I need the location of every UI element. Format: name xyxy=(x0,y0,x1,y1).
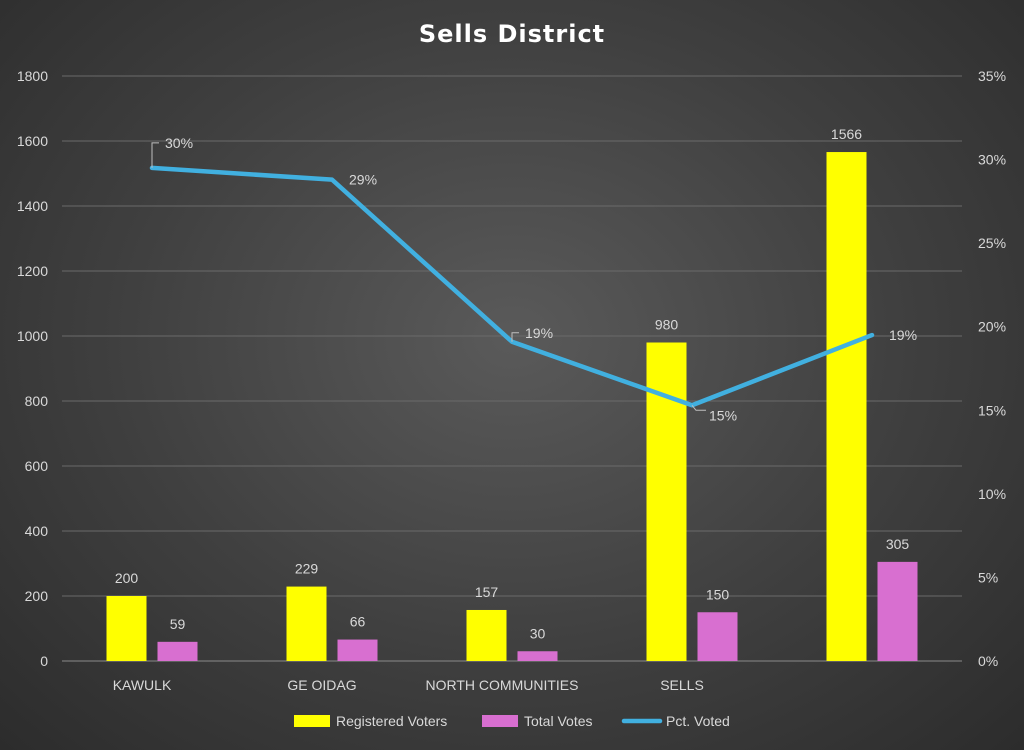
bar-total-votes-2 xyxy=(517,651,558,661)
category-label: KAWULK xyxy=(113,677,172,693)
bar-data-label: 30 xyxy=(530,625,546,641)
right-tick-label: 30% xyxy=(978,152,1006,168)
leader-line xyxy=(691,404,706,411)
bar-data-label: 305 xyxy=(886,536,910,552)
leader-line xyxy=(151,142,159,168)
pct-voted-polyline xyxy=(149,165,875,408)
legend-label-total-votes: Total Votes xyxy=(524,713,593,729)
category-labels: KAWULK GE OIDAG NORTH COMMUNITIES SELLS xyxy=(113,677,704,693)
right-tick-label: 20% xyxy=(978,319,1006,335)
right-tick-label: 0% xyxy=(978,653,998,669)
left-tick-label: 1200 xyxy=(17,263,48,279)
line-data-label: 19% xyxy=(889,327,917,343)
left-tick-label: 1000 xyxy=(17,328,48,344)
left-axis-ticks: 0 200 400 600 800 1000 1200 1400 1600 1800 xyxy=(17,68,48,669)
bar-registered-voters-0 xyxy=(106,596,147,661)
left-tick-label: 1800 xyxy=(17,68,48,84)
bar-total-votes-0 xyxy=(157,641,198,661)
left-tick-label: 800 xyxy=(25,393,49,409)
bar-registered-voters-4 xyxy=(826,152,867,662)
left-tick-label: 600 xyxy=(25,458,49,474)
pct-voted-line: 30% 29% 19% 15% 19% xyxy=(149,135,917,423)
line-data-label: 30% xyxy=(165,135,193,151)
bar-data-label: 66 xyxy=(350,614,366,630)
left-tick-label: 400 xyxy=(25,523,49,539)
bar-data-label: 200 xyxy=(115,570,139,586)
bar-total-votes-3 xyxy=(697,612,738,661)
bar-data-label: 150 xyxy=(706,586,730,602)
left-tick-label: 200 xyxy=(25,588,49,604)
legend-swatch-total-votes xyxy=(482,715,518,727)
category-label: SELLS xyxy=(660,677,704,693)
line-data-label: 15% xyxy=(709,407,737,423)
line-data-label: 29% xyxy=(349,172,377,188)
left-tick-label: 1600 xyxy=(17,133,48,149)
bar-data-label: 1566 xyxy=(831,126,862,142)
right-axis-ticks: 0% 5% 10% 15% 20% 25% 30% 35% xyxy=(978,68,1006,669)
right-tick-label: 35% xyxy=(978,68,1006,84)
chart-title: Sells District xyxy=(419,20,605,48)
leader-line xyxy=(511,332,519,342)
line-data-label: 19% xyxy=(525,325,553,341)
right-tick-label: 15% xyxy=(978,402,1006,418)
right-tick-label: 25% xyxy=(978,235,1006,251)
bar-total-votes-4 xyxy=(877,561,918,661)
left-tick-label: 0 xyxy=(40,653,48,669)
right-tick-label: 5% xyxy=(978,569,998,585)
legend-swatch-registered-voters xyxy=(294,715,330,727)
category-label: GE OIDAG xyxy=(287,677,356,693)
bar-total-votes-1 xyxy=(337,639,378,661)
category-label: NORTH COMMUNITIES xyxy=(426,677,579,693)
legend-label-registered-voters: Registered Voters xyxy=(336,713,447,729)
bar-data-label: 229 xyxy=(295,561,319,577)
legend: Registered Voters Total Votes Pct. Voted xyxy=(294,713,730,729)
bar-data-label: 980 xyxy=(655,317,679,333)
right-tick-label: 10% xyxy=(978,486,1006,502)
bar-registered-voters-1 xyxy=(286,586,327,661)
bar-data-label: 157 xyxy=(475,584,499,600)
legend-label-pct-voted: Pct. Voted xyxy=(666,713,730,729)
left-tick-label: 1400 xyxy=(17,198,48,214)
bar-data-label: 59 xyxy=(170,616,186,632)
bar-registered-voters-2 xyxy=(466,609,507,661)
